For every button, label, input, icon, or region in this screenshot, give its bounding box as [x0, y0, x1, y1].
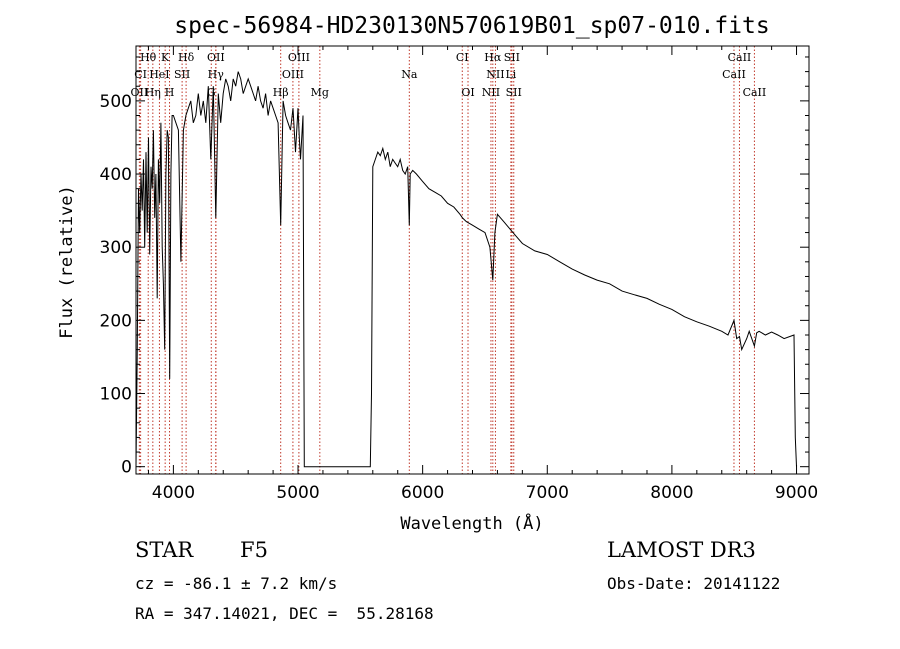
x-tick-label: 6000: [401, 483, 444, 503]
line-label: Hγ: [208, 68, 225, 81]
line-label: CI: [456, 51, 469, 64]
x-tick-label: 8000: [650, 483, 693, 503]
redshift-cz: cz = -86.1 ± 7.2 km/s: [135, 574, 338, 593]
chart-title: spec-56984-HD230130N570619B01_sp07-010.f…: [174, 13, 769, 39]
line-label: OII: [207, 51, 225, 64]
line-label: Li: [505, 68, 516, 81]
x-tick-label: 7000: [526, 483, 569, 503]
spectrum-series-line: [135, 71, 797, 468]
line-label: SII: [504, 51, 520, 64]
line-label: OIII: [288, 51, 310, 64]
line-label: NII: [486, 68, 504, 81]
line-label: Hδ: [178, 51, 195, 64]
line-label: OI: [461, 86, 474, 99]
line-label: SII: [174, 68, 190, 81]
plot-frame: [135, 45, 810, 475]
y-tick-label: 400: [100, 165, 132, 185]
line-label: OIII: [282, 68, 304, 81]
line-label: SII: [506, 86, 522, 99]
x-tick-label: 4000: [152, 483, 195, 503]
line-label: Hβ: [273, 86, 289, 99]
line-label: Mg: [311, 86, 329, 99]
object-type: STAR: [135, 538, 194, 562]
x-axis-ticks: 4000 5000 6000 7000 8000 9000: [147, 46, 818, 503]
line-label: CaII: [728, 51, 752, 64]
line-markers: [138, 46, 755, 474]
line-label: Hη: [145, 86, 161, 99]
survey-name: LAMOST DR3: [607, 538, 756, 562]
line-label: HeI: [149, 68, 169, 81]
line-label: Hθ: [140, 51, 157, 64]
y-tick-label: 300: [100, 238, 132, 258]
obs-date: Obs-Date: 20141122: [607, 574, 781, 593]
y-tick-label: 500: [100, 92, 132, 112]
line-label: Na: [401, 68, 418, 81]
line-label: CaII: [722, 68, 746, 81]
line-label: NII: [482, 86, 500, 99]
line-label: H: [165, 86, 175, 99]
line-label: CaII: [743, 86, 767, 99]
ra-dec: RA = 347.14021, DEC = 55.28168: [135, 604, 434, 623]
line-label: K: [161, 51, 170, 64]
y-tick-label: 0: [121, 458, 132, 478]
x-tick-label: 9000: [775, 483, 818, 503]
line-label: Hα: [484, 51, 502, 64]
subclass: F5: [240, 538, 268, 562]
x-tick-label: 5000: [276, 483, 319, 503]
line-label: G: [207, 86, 216, 99]
y-axis-ticks: 0 100 200 300 400 500: [100, 56, 809, 478]
y-tick-label: 100: [100, 385, 132, 405]
y-tick-label: 200: [100, 311, 132, 331]
y-axis-label: Flux (relative): [57, 185, 77, 339]
x-axis-label: Wavelength (Å): [400, 512, 543, 534]
line-label: OII: [131, 86, 149, 99]
